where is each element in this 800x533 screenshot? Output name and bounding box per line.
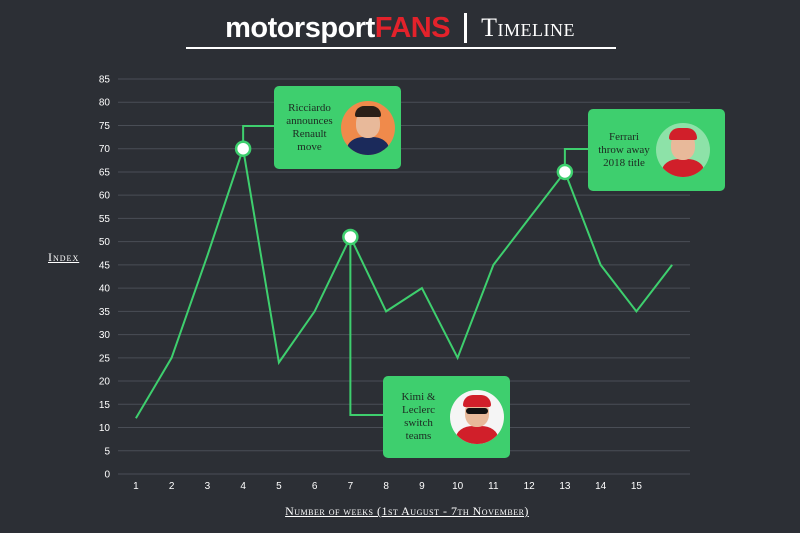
- annotation-callout-3: Ferrari throw away 2018 title: [588, 109, 725, 191]
- x-tick-label-11: 11: [488, 481, 499, 492]
- annotation-text: Ferrari throw away 2018 title: [598, 130, 650, 169]
- y-tick-label-50: 50: [99, 237, 111, 248]
- y-tick-label-80: 80: [99, 98, 111, 109]
- y-tick-label-15: 15: [99, 400, 111, 411]
- y-tick-label-65: 65: [99, 167, 111, 178]
- y-tick-label-60: 60: [99, 191, 111, 202]
- x-tick-label-8: 8: [383, 481, 389, 492]
- driver-ricciardo-avatar: [341, 100, 395, 155]
- annotation-callout-2: Kimi & Leclerc switch teams: [383, 376, 510, 458]
- header-divider: [464, 13, 468, 43]
- annotation-text: Kimi & Leclerc switch teams: [401, 391, 436, 442]
- driver-vettel-avatar: [656, 123, 710, 177]
- highlight-point-1: [234, 140, 252, 157]
- y-tick-label-35: 35: [99, 307, 111, 318]
- x-tick-label-6: 6: [312, 481, 318, 492]
- y-tick-label-55: 55: [99, 214, 111, 225]
- highlight-point-2: [342, 228, 359, 246]
- y-tick-label-25: 25: [99, 353, 111, 364]
- x-tick-label-15: 15: [631, 481, 643, 492]
- annotation-text: Ricciardo announces Renault move: [286, 101, 333, 153]
- y-tick-label-20: 20: [99, 377, 111, 388]
- y-tick-label-0: 0: [104, 470, 110, 481]
- header-underline: [186, 47, 616, 49]
- y-tick-label-30: 30: [99, 330, 111, 341]
- y-tick-label-5: 5: [104, 446, 110, 457]
- x-tick-label-13: 13: [559, 481, 571, 492]
- brand-logo-accent: FANS: [374, 11, 451, 44]
- x-tick-label-9: 9: [419, 481, 425, 492]
- x-tick-label-5: 5: [276, 481, 282, 492]
- y-tick-label-70: 70: [99, 144, 111, 155]
- chart-title: Timeline: [481, 13, 575, 42]
- x-tick-label-10: 10: [452, 481, 464, 492]
- x-tick-label-7: 7: [348, 481, 354, 492]
- highlight-point-3: [556, 163, 574, 181]
- chart-header: motorsportFANS Timeline: [0, 4, 800, 52]
- x-tick-label-2: 2: [169, 481, 175, 492]
- x-tick-label-1: 1: [133, 481, 139, 492]
- brand-logo-main: motorsport: [225, 11, 375, 44]
- y-tick-label-40: 40: [99, 284, 111, 295]
- x-tick-label-14: 14: [595, 481, 607, 492]
- driver-raikkonen-avatar: [450, 390, 504, 444]
- x-tick-label-3: 3: [205, 481, 211, 492]
- y-tick-label-75: 75: [99, 121, 111, 132]
- x-tick-label-4: 4: [240, 481, 246, 492]
- y-tick-label-45: 45: [99, 260, 111, 271]
- callout-connector-2: [349, 237, 383, 416]
- annotation-callout-1: Ricciardo announces Renault move: [274, 86, 401, 169]
- y-tick-label-10: 10: [99, 423, 111, 434]
- series-line: [135, 148, 673, 419]
- y-axis-label: Index: [48, 250, 80, 264]
- brand-logo: motorsportFANS: [225, 11, 451, 45]
- x-tick-label-12: 12: [524, 481, 536, 492]
- y-tick-label-85: 85: [99, 75, 111, 86]
- x-axis-label: Number of weeks (1st August - 7th Novemb…: [285, 504, 529, 518]
